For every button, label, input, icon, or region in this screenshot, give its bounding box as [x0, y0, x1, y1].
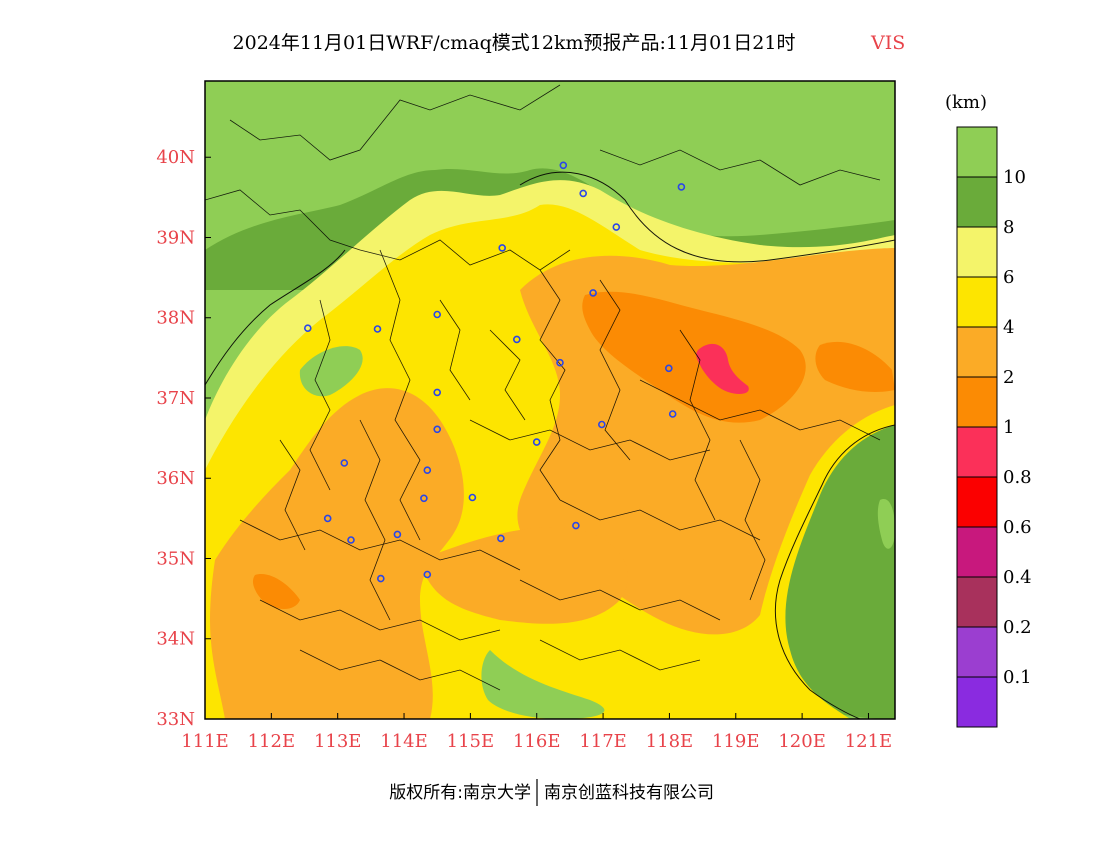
band-2to4-west — [210, 388, 464, 719]
island-clear-2 — [481, 650, 605, 719]
lon-label: 120E — [778, 731, 826, 752]
city-marker — [597, 420, 606, 429]
legend-unit: (km) — [945, 92, 987, 113]
legend-tick-label: 1 — [1003, 417, 1014, 438]
city-marker — [559, 161, 568, 170]
city-marker — [393, 530, 402, 539]
legend-swatch — [956, 326, 998, 378]
legend-tick-label: 4 — [1003, 317, 1014, 338]
lon-label: 118E — [646, 731, 694, 752]
legend-tick-label: 0.2 — [1003, 617, 1032, 638]
city-marker — [497, 534, 505, 543]
city-markers — [303, 161, 686, 583]
legend-tick-label: 2 — [1003, 367, 1014, 388]
city-marker — [579, 189, 588, 198]
band-8to10-southeast — [756, 410, 895, 719]
lat-label: 34N — [156, 629, 195, 650]
city-marker — [532, 438, 541, 446]
map-axes: 111E 112E 113E 114E 115E 116E 117E 118E 119E 120E… — [156, 147, 892, 752]
legend-swatch — [956, 376, 998, 428]
copyright-text: 版权所有:南京大学 — [389, 783, 531, 803]
lat-label: 33N — [156, 709, 195, 730]
lat-label: 38N — [156, 308, 195, 329]
lon-label: 112E — [248, 731, 296, 752]
lon-label: 114E — [380, 731, 428, 752]
figure-title: 2024年11月01日WRF/cmaq模式12km预报产品:11月01日21时 — [233, 32, 796, 54]
city-marker — [303, 324, 312, 333]
legend-swatch — [956, 476, 998, 528]
city-marker — [340, 459, 349, 467]
legend-swatch — [956, 676, 998, 728]
city-marker — [423, 466, 432, 475]
city-marker — [423, 570, 432, 579]
lat-label: 35N — [156, 548, 195, 569]
coastline — [205, 171, 895, 719]
city-marker — [420, 494, 428, 503]
legend-tick-label: 0.8 — [1003, 467, 1032, 488]
lat-label: 37N — [156, 388, 195, 409]
band-1to2-northeast — [582, 291, 806, 423]
city-marker — [433, 425, 442, 434]
legend-tick-label: 8 — [1003, 217, 1014, 238]
city-marker — [323, 514, 332, 523]
legend-swatch — [956, 576, 998, 628]
city-marker — [677, 183, 686, 191]
band-2to4-center — [420, 527, 628, 624]
city-marker — [664, 364, 673, 373]
lon-label: 111E — [181, 731, 229, 752]
legend-swatch — [956, 126, 998, 178]
legend-swatch — [956, 526, 998, 578]
legend-tick-label: 10 — [1003, 167, 1026, 188]
lon-label: 119E — [712, 731, 760, 752]
lon-label: 115E — [447, 731, 495, 752]
legend-tick-label: 0.1 — [1003, 667, 1032, 688]
city-marker — [668, 410, 677, 418]
legend-tick-label: 0.6 — [1003, 517, 1032, 538]
band-1to2-southwest — [252, 574, 300, 609]
city-marker — [556, 358, 564, 367]
lon-label: 116E — [513, 731, 561, 752]
city-marker — [373, 325, 382, 333]
legend-tick-label: 6 — [1003, 267, 1014, 288]
city-marker — [589, 289, 597, 297]
lon-label: 121E — [845, 731, 893, 752]
city-marker — [512, 335, 521, 344]
lon-label: 113E — [314, 731, 362, 752]
city-marker — [347, 536, 355, 544]
band-0.8to1 — [696, 343, 749, 394]
city-marker — [498, 244, 507, 252]
band-1to2-east — [815, 341, 895, 392]
island-clear-3 — [877, 499, 895, 549]
city-marker — [433, 310, 442, 319]
legend-swatch — [956, 176, 998, 228]
lon-label: 117E — [579, 731, 627, 752]
city-marker — [376, 574, 385, 583]
admin-boundaries — [205, 84, 881, 691]
map-panel — [205, 81, 895, 719]
city-marker — [433, 388, 442, 397]
city-marker — [572, 521, 580, 530]
island-clear-1 — [299, 346, 363, 397]
variable-label: VIS — [870, 32, 905, 54]
color-legend: 10 8 6 4 2 1 0.8 0.6 0.4 0.2 0.1 — [956, 126, 1032, 728]
legend-tick-label: 0.4 — [1003, 567, 1032, 588]
city-marker — [612, 223, 621, 231]
company-text: 南京创蓝科技有限公司 — [544, 783, 714, 803]
lat-label: 39N — [156, 227, 195, 248]
legend-swatch — [956, 426, 998, 478]
legend-swatch — [956, 276, 998, 328]
map-frame — [204, 80, 896, 720]
legend-swatch — [956, 626, 998, 678]
lat-label: 40N — [156, 147, 195, 168]
lat-label: 36N — [156, 468, 195, 489]
legend-swatch — [956, 226, 998, 278]
city-marker — [468, 493, 477, 502]
